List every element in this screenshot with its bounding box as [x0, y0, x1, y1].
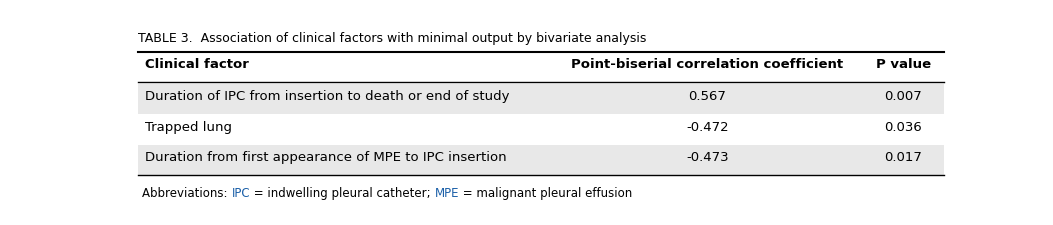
Text: Abbreviations:: Abbreviations:	[142, 187, 232, 200]
Text: = malignant pleural effusion: = malignant pleural effusion	[459, 187, 632, 200]
Text: = indwelling pleural catheter;: = indwelling pleural catheter;	[251, 187, 435, 200]
Text: P value: P value	[876, 58, 931, 71]
Text: TABLE 3.  Association of clinical factors with minimal output by bivariate analy: TABLE 3. Association of clinical factors…	[138, 32, 647, 45]
Text: Duration from first appearance of MPE to IPC insertion: Duration from first appearance of MPE to…	[144, 151, 506, 164]
Text: Point-biserial correlation coefficient: Point-biserial correlation coefficient	[572, 58, 843, 71]
Bar	[138, 84, 943, 115]
Text: 0.017: 0.017	[885, 151, 922, 164]
Text: IPC: IPC	[232, 187, 251, 200]
Text: -0.472: -0.472	[687, 121, 729, 134]
Text: Duration of IPC from insertion to death or end of study: Duration of IPC from insertion to death …	[144, 90, 510, 103]
Text: 0.567: 0.567	[689, 90, 727, 103]
Text: Clinical factor: Clinical factor	[144, 58, 249, 71]
Text: MPE: MPE	[435, 187, 459, 200]
Text: Trapped lung: Trapped lung	[144, 121, 232, 134]
Bar	[138, 145, 943, 175]
Text: 0.036: 0.036	[885, 121, 922, 134]
Text: -0.473: -0.473	[687, 151, 729, 164]
Text: 0.007: 0.007	[885, 90, 922, 103]
